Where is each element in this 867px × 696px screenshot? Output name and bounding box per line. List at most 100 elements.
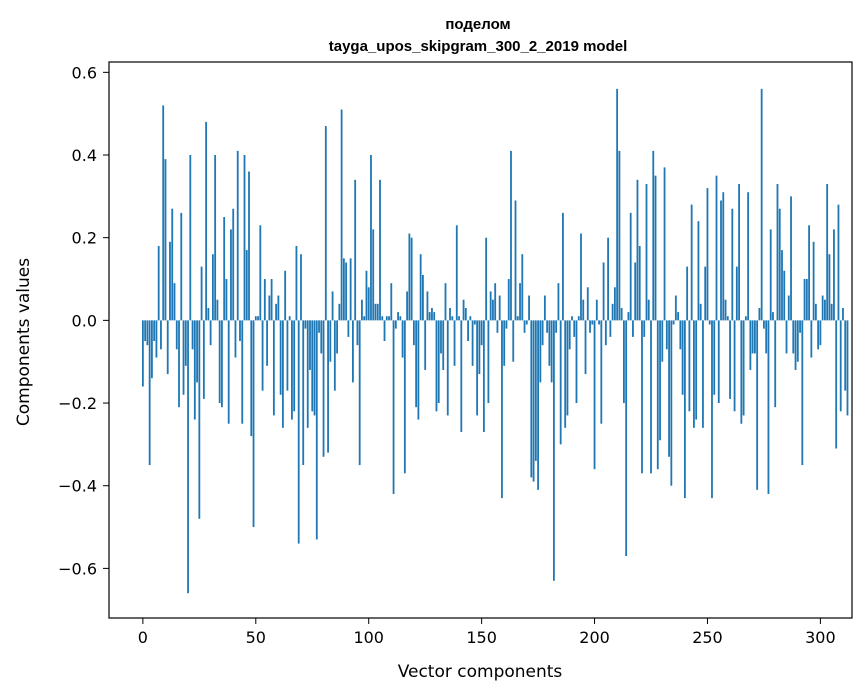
- bar-164: [512, 320, 515, 362]
- bar-99: [365, 270, 368, 321]
- bar-33: [216, 299, 219, 321]
- bar-196: [584, 320, 587, 375]
- bar-83: [329, 320, 332, 362]
- bar-287: [790, 196, 792, 321]
- bar-11: [166, 320, 169, 375]
- bar-65: [288, 316, 291, 321]
- bar-246: [697, 221, 700, 321]
- bar-8: [160, 320, 162, 350]
- bar-149: [478, 320, 481, 375]
- bar-134: [444, 283, 447, 321]
- bar-167: [519, 283, 521, 321]
- bar-279: [772, 312, 774, 321]
- bar-241: [686, 266, 689, 321]
- bars-group: [141, 88, 849, 594]
- bar-204: [602, 262, 605, 321]
- bar-137: [451, 316, 454, 321]
- bar-275: [763, 320, 765, 329]
- bar-144: [467, 320, 469, 342]
- bar-290: [796, 320, 799, 362]
- bar-257: [722, 192, 725, 321]
- bar-116: [403, 320, 406, 474]
- bar-26: [200, 266, 203, 321]
- bar-301: [821, 295, 824, 321]
- bar-40: [232, 208, 235, 321]
- chart-title-line1: поделом: [445, 16, 510, 33]
- bar-191: [573, 320, 576, 337]
- bar-177: [541, 320, 544, 346]
- bar-42: [236, 150, 239, 321]
- bar-168: [521, 254, 524, 321]
- bar-165: [514, 200, 517, 321]
- bar-255: [717, 320, 720, 404]
- bar-43: [239, 320, 241, 342]
- bar-36: [223, 217, 226, 321]
- bar-38: [227, 320, 230, 424]
- bar-304: [828, 254, 831, 321]
- bar-96: [358, 320, 361, 466]
- bar-218: [634, 262, 637, 321]
- bar-228: [656, 320, 659, 470]
- bar-197: [586, 287, 589, 321]
- bar-159: [501, 320, 503, 499]
- bar-21: [189, 155, 192, 321]
- bar-132: [440, 320, 442, 354]
- bar-62: [281, 320, 284, 428]
- bar-271: [753, 320, 756, 354]
- bar-20: [187, 320, 189, 594]
- bar-9: [162, 105, 165, 321]
- bar-34: [218, 320, 221, 404]
- bar-311: [844, 320, 847, 391]
- bar-68: [295, 245, 298, 321]
- bar-261: [731, 208, 734, 321]
- bar-104: [376, 303, 379, 321]
- bar-154: [489, 291, 492, 321]
- bar-276: [765, 320, 768, 354]
- bar-5: [153, 320, 156, 342]
- bar-53: [261, 320, 264, 391]
- bar-265: [740, 320, 743, 424]
- bar-289: [794, 320, 797, 370]
- bar-284: [783, 270, 786, 321]
- x-tick-label-0: 0: [138, 628, 148, 647]
- bar-215: [627, 312, 630, 321]
- bar-153: [487, 320, 490, 404]
- bar-0: [141, 320, 144, 387]
- y-tick-label-1: −0.4: [58, 477, 97, 496]
- bar-282: [778, 208, 781, 321]
- bar-286: [787, 295, 790, 321]
- bar-76: [313, 320, 316, 416]
- bar-73: [306, 320, 309, 428]
- bar-101: [370, 155, 372, 321]
- bar-93: [352, 320, 354, 383]
- x-tick-label-3: 150: [466, 628, 497, 647]
- bar-229: [659, 320, 661, 441]
- bar-49: [252, 320, 255, 528]
- bar-146: [471, 320, 474, 366]
- bar-126: [426, 291, 429, 321]
- bar-95: [356, 320, 359, 346]
- bar-148: [476, 320, 479, 416]
- bar-247: [699, 303, 702, 321]
- y-tick-label-4: 0.2: [72, 229, 97, 248]
- bar-161: [505, 320, 508, 329]
- bar-133: [442, 320, 445, 370]
- bar-29: [207, 307, 210, 321]
- bar-59: [275, 303, 278, 321]
- bar-223: [645, 183, 648, 321]
- bar-213: [623, 320, 625, 404]
- bar-206: [607, 237, 609, 321]
- bar-110: [390, 283, 393, 321]
- bar-150: [480, 320, 483, 346]
- bar-130: [435, 320, 438, 412]
- bar-299: [817, 320, 820, 350]
- bar-217: [632, 320, 634, 337]
- bar-39: [230, 229, 232, 321]
- y-tick-label-0: −0.6: [58, 559, 97, 578]
- bar-136: [449, 307, 451, 321]
- bar-298: [814, 303, 817, 321]
- bar-309: [839, 320, 842, 412]
- bar-194: [580, 233, 582, 321]
- y-tick-label-2: −0.2: [58, 394, 97, 413]
